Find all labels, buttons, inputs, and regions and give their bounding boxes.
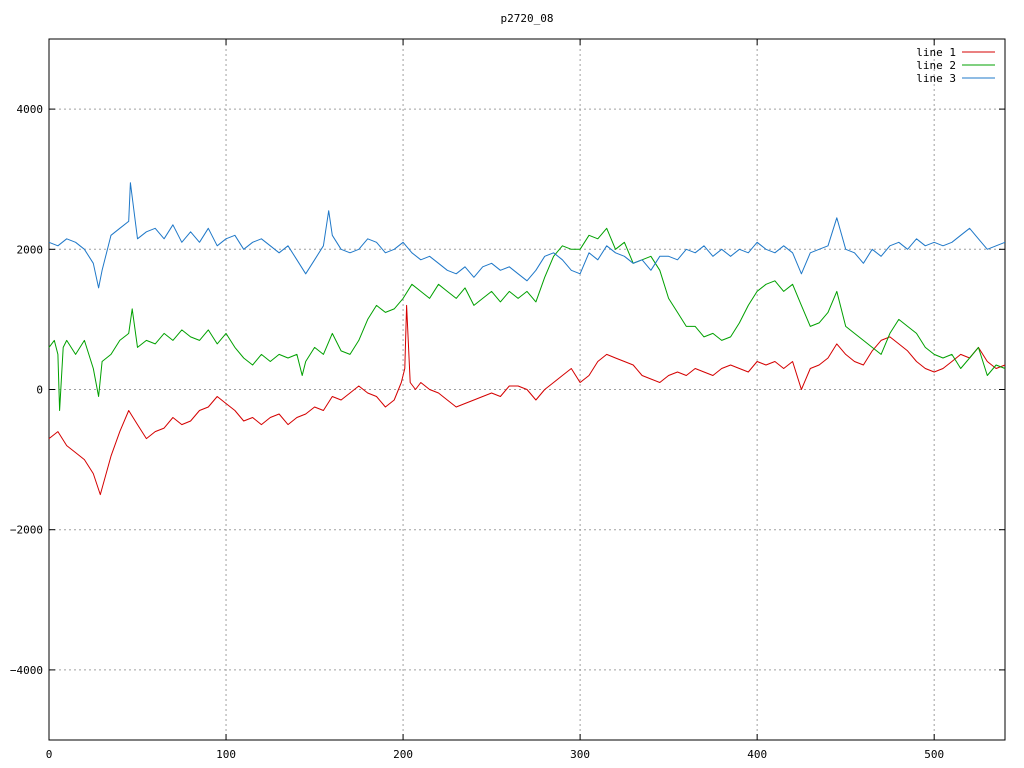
legend-label: line 3 [916, 72, 956, 85]
x-tick-label: 500 [924, 748, 944, 761]
y-tick-label: 0 [36, 384, 43, 397]
legend-label: line 1 [916, 46, 956, 59]
legend-label: line 2 [916, 59, 956, 72]
series-line-2 [48, 227, 1006, 411]
y-tick-label: −2000 [10, 524, 43, 537]
x-tick-label: 200 [393, 748, 413, 761]
axis-ticks: 0 100 200 300 400 500 −4000 −2000 0 2000 4000 [10, 39, 1005, 761]
x-tick-label: 100 [216, 748, 236, 761]
y-tick-label: −4000 [10, 664, 43, 677]
y-tick-label: 2000 [17, 243, 44, 256]
x-tick-label: 400 [747, 748, 767, 761]
series-line-3 [48, 182, 1006, 289]
series-line-1 [48, 304, 1006, 496]
series-group [48, 182, 1006, 496]
y-tick-label: 4000 [17, 103, 44, 116]
x-tick-label: 0 [46, 748, 53, 761]
chart-title: p2720_08 [501, 12, 554, 25]
x-tick-label: 300 [570, 748, 590, 761]
